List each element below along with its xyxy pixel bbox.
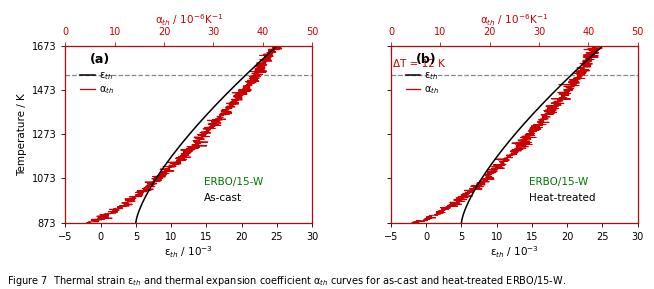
X-axis label: α$_{th}$ / 10$^{-6}$K$^{-1}$: α$_{th}$ / 10$^{-6}$K$^{-1}$ <box>480 13 548 28</box>
Y-axis label: Temperature / K: Temperature / K <box>18 93 27 176</box>
Text: (a): (a) <box>90 53 111 66</box>
Text: (b): (b) <box>416 53 436 66</box>
Text: ERBO/15-W: ERBO/15-W <box>529 177 589 187</box>
Text: ERBO/15-W: ERBO/15-W <box>203 177 263 187</box>
X-axis label: α$_{th}$ / 10$^{-6}$K$^{-1}$: α$_{th}$ / 10$^{-6}$K$^{-1}$ <box>155 13 223 28</box>
Legend: ε$_{th}$, α$_{th}$: ε$_{th}$, α$_{th}$ <box>405 71 439 96</box>
Text: ΔT = 12 K: ΔT = 12 K <box>393 59 445 69</box>
Text: Figure 7  Thermal strain ε$_{th}$ and thermal expansion coefficient α$_{th}$ cur: Figure 7 Thermal strain ε$_{th}$ and the… <box>7 274 566 288</box>
Text: As-cast: As-cast <box>203 193 242 203</box>
X-axis label: ε$_{th}$ / 10$^{-3}$: ε$_{th}$ / 10$^{-3}$ <box>164 244 213 260</box>
X-axis label: ε$_{th}$ / 10$^{-3}$: ε$_{th}$ / 10$^{-3}$ <box>490 244 539 260</box>
Text: Heat-treated: Heat-treated <box>529 193 596 203</box>
Legend: ε$_{th}$, α$_{th}$: ε$_{th}$, α$_{th}$ <box>80 71 114 96</box>
